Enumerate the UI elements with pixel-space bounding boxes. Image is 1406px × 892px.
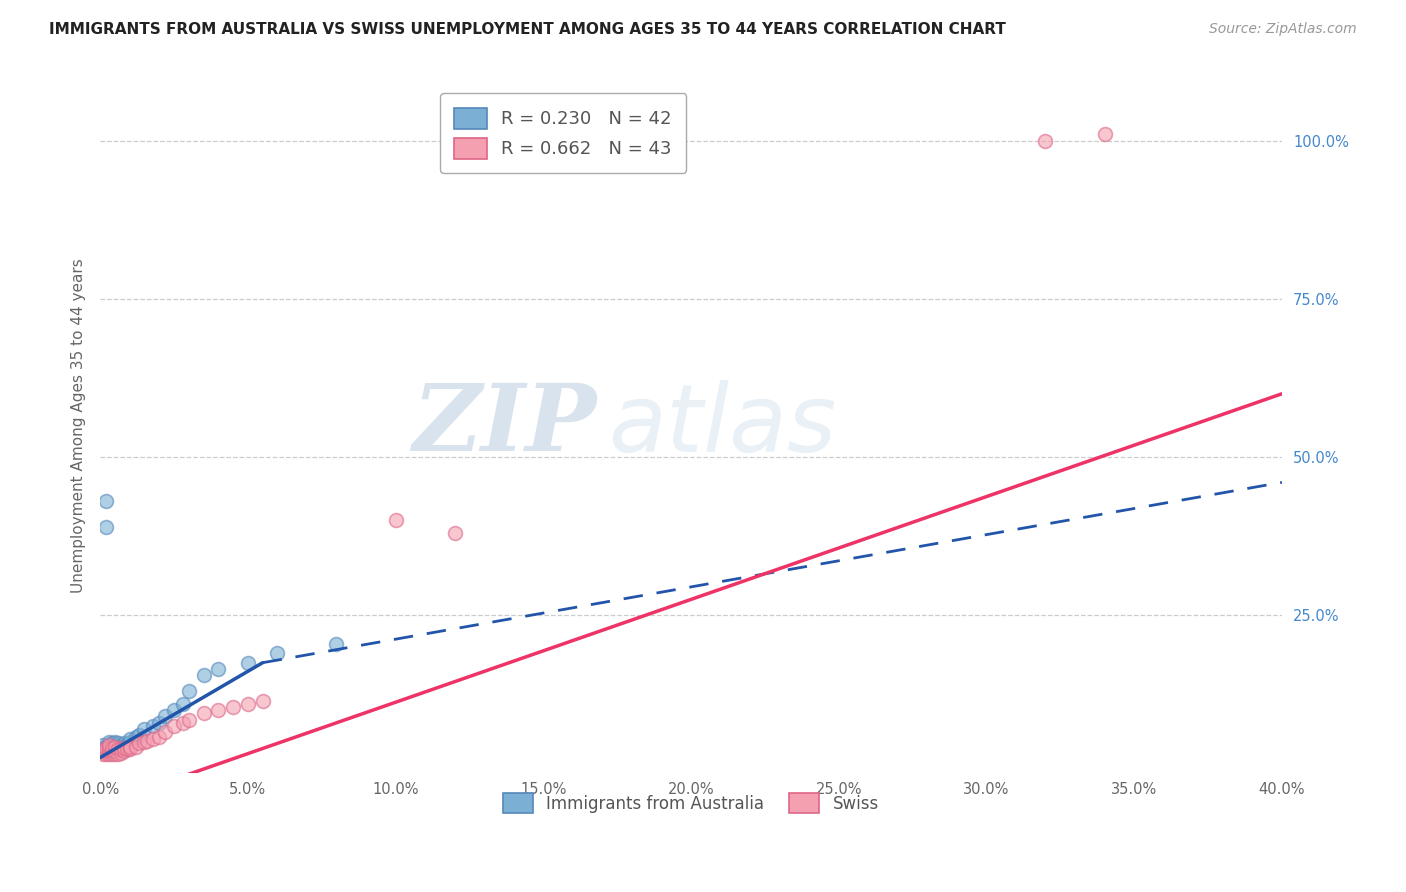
Point <box>104 744 127 758</box>
Point <box>104 739 127 754</box>
Point <box>91 747 114 762</box>
Point <box>1035 134 1057 148</box>
Point <box>163 703 186 717</box>
Point <box>98 738 121 752</box>
Point <box>110 739 132 754</box>
Point <box>222 700 245 714</box>
Point <box>101 744 124 758</box>
Point <box>124 730 146 744</box>
Text: Source: ZipAtlas.com: Source: ZipAtlas.com <box>1209 22 1357 37</box>
Point <box>110 746 132 760</box>
Point <box>266 646 288 660</box>
Point <box>104 735 127 749</box>
Point <box>115 738 138 752</box>
Point <box>110 741 132 756</box>
Point <box>124 739 146 754</box>
Point <box>148 730 170 744</box>
Point <box>443 526 465 541</box>
Point <box>98 741 121 756</box>
Point <box>101 741 124 756</box>
Point <box>104 747 127 762</box>
Point <box>91 744 114 758</box>
Point <box>94 741 117 756</box>
Point <box>112 739 135 754</box>
Y-axis label: Unemployment Among Ages 35 to 44 years: Unemployment Among Ages 35 to 44 years <box>72 258 86 593</box>
Point <box>94 519 117 533</box>
Point <box>325 637 347 651</box>
Point <box>193 668 215 682</box>
Point <box>1094 128 1116 142</box>
Point <box>236 656 259 670</box>
Point <box>104 741 127 756</box>
Point <box>153 709 176 723</box>
Point <box>207 703 229 717</box>
Text: IMMIGRANTS FROM AUSTRALIA VS SWISS UNEMPLOYMENT AMONG AGES 35 TO 44 YEARS CORREL: IMMIGRANTS FROM AUSTRALIA VS SWISS UNEMP… <box>49 22 1007 37</box>
Point <box>104 738 127 752</box>
Point <box>98 744 121 758</box>
Point <box>107 747 129 762</box>
Point <box>384 513 406 527</box>
Point <box>153 725 176 739</box>
Point <box>134 722 156 736</box>
Point <box>98 747 121 762</box>
Point <box>193 706 215 721</box>
Point <box>148 715 170 730</box>
Point <box>94 739 117 754</box>
Point <box>172 697 194 711</box>
Point <box>118 739 141 754</box>
Text: ZIP: ZIP <box>412 380 596 470</box>
Point <box>118 742 141 756</box>
Point <box>98 735 121 749</box>
Point <box>107 739 129 754</box>
Point <box>107 742 129 756</box>
Point <box>104 744 127 758</box>
Point <box>104 739 127 754</box>
Point <box>136 733 159 747</box>
Point <box>172 715 194 730</box>
Point <box>177 713 200 727</box>
Text: atlas: atlas <box>609 380 837 471</box>
Point <box>118 735 141 749</box>
Point <box>128 736 150 750</box>
Point <box>98 739 121 754</box>
Point <box>107 736 129 750</box>
Point <box>163 719 186 733</box>
Point <box>142 719 165 733</box>
Point <box>142 731 165 746</box>
Point <box>91 741 114 756</box>
Point <box>101 747 124 762</box>
Point <box>107 742 129 756</box>
Point <box>94 747 117 762</box>
Point <box>94 494 117 508</box>
Point <box>112 741 135 756</box>
Point <box>101 736 124 750</box>
Point <box>134 735 156 749</box>
Point <box>118 731 141 746</box>
Point <box>94 744 117 758</box>
Point <box>98 738 121 752</box>
Point <box>101 741 124 756</box>
Point <box>207 662 229 676</box>
Point <box>112 744 135 758</box>
Point <box>252 694 274 708</box>
Point <box>101 739 124 754</box>
Point <box>177 684 200 698</box>
Point <box>112 736 135 750</box>
Point <box>115 742 138 756</box>
Point <box>98 742 121 756</box>
Point <box>91 738 114 752</box>
Point <box>110 742 132 756</box>
Point <box>128 729 150 743</box>
Point <box>236 697 259 711</box>
Legend: Immigrants from Australia, Swiss: Immigrants from Australia, Swiss <box>491 781 890 824</box>
Point <box>101 742 124 756</box>
